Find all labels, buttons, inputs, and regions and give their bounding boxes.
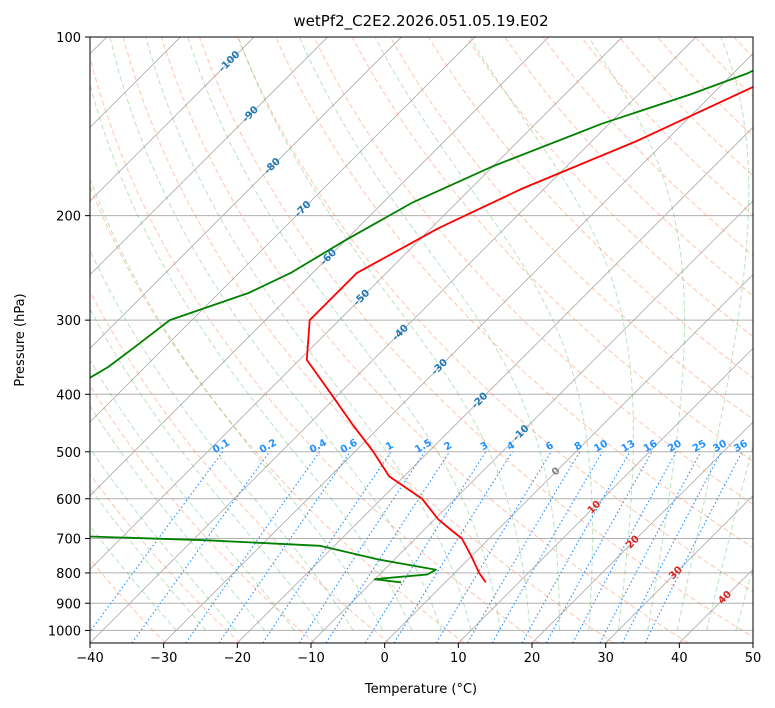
dry-adiabat-line <box>90 473 241 643</box>
dry-adiabat-line <box>122 37 614 643</box>
x-tick-label: 10 <box>450 651 467 666</box>
y-tick-label: 100 <box>56 31 81 46</box>
y-tick-label: 500 <box>56 446 81 461</box>
moist-adiabat-line <box>469 37 634 631</box>
moist-adiabat-line <box>145 37 472 631</box>
y-tick-label: 900 <box>56 597 81 612</box>
x-axis: −40 −30 −20 −10 0 10 20 30 40 50 <box>76 643 761 666</box>
x-axis-title: Temperature (°C) <box>364 682 477 697</box>
isotherm-line <box>384 274 753 643</box>
x-tick-label: −10 <box>297 651 324 666</box>
mixing-ratio-line <box>185 451 321 643</box>
isotherm-line <box>605 495 753 643</box>
dry-adiabat-line <box>351 37 753 463</box>
moist-adiabat-line <box>90 177 383 631</box>
moist-adiabat-line <box>90 248 354 631</box>
dry-adiabat-line <box>90 290 390 643</box>
moist-adiabat-line <box>90 82 413 631</box>
moist-adiabat-line <box>588 37 685 631</box>
dry-adiabat-line <box>466 37 753 338</box>
isotherm-line <box>90 37 328 276</box>
moist-adiabat-line <box>676 37 750 631</box>
mixing-ratio-line <box>393 451 513 643</box>
moist-adiabat-line <box>298 37 560 631</box>
isotherm-line <box>90 37 255 202</box>
mixing-ratio-line <box>467 451 581 643</box>
moist-adiabat-line <box>735 565 753 631</box>
mixing-ratio-label: 6 <box>544 440 556 453</box>
y-tick-label: 1000 <box>48 624 81 639</box>
y-tick-label: 600 <box>56 493 81 508</box>
x-tick-label: 50 <box>745 651 762 666</box>
background-lines <box>90 37 753 643</box>
x-tick-label: 0 <box>381 651 389 666</box>
dry-adiabat-line <box>90 185 465 643</box>
isotherm-line <box>163 53 753 643</box>
isotherm-line <box>90 37 402 349</box>
x-tick-label: 20 <box>524 651 541 666</box>
mixing-ratio-line <box>325 451 451 643</box>
moist-adiabat-line <box>374 37 593 631</box>
dry-adiabat-line <box>160 37 689 643</box>
moist-adiabat-line <box>90 307 325 631</box>
mixing-ratio-label: 4 <box>505 440 517 453</box>
mixing-ratio-line <box>364 451 487 643</box>
isotherm-line <box>90 37 697 643</box>
plot-frame <box>89 36 754 644</box>
y-tick-label: 300 <box>56 314 81 329</box>
y-axis: 100 200 300 400 500 600 700 800 900 1000 <box>48 31 90 639</box>
isotherm-line <box>90 37 549 497</box>
mixing-ratio-line <box>545 451 653 643</box>
mixing-ratio-label: 2 <box>443 440 455 453</box>
chart-title: wetPf2_C2E2.2026.051.05.19.E02 <box>293 12 548 31</box>
mixing-ratio-line <box>521 451 631 643</box>
mixing-ratio-lines <box>90 451 743 643</box>
y-tick-label: 700 <box>56 533 81 548</box>
moist-adiabat-line <box>706 443 753 631</box>
x-tick-label: −30 <box>150 651 177 666</box>
temperature-line <box>305 86 753 583</box>
dry-adiabat-line <box>90 55 540 643</box>
dry-adiabat-line <box>90 384 316 643</box>
isotherm-line <box>310 200 753 643</box>
moist-adiabat-line <box>187 37 501 631</box>
profile-lines <box>90 69 753 584</box>
dry-adiabat-line <box>504 37 753 297</box>
mixing-ratio-line <box>572 451 677 643</box>
y-tick-label: 400 <box>56 388 81 403</box>
x-tick-label: 40 <box>671 651 688 666</box>
mixing-ratio-label: 8 <box>573 440 585 453</box>
isotherm-line <box>237 126 753 643</box>
x-tick-label: −20 <box>224 651 251 666</box>
dry-adiabat-line <box>275 37 753 549</box>
y-tick-label: 800 <box>56 567 81 582</box>
mixing-ratio-line <box>435 451 552 643</box>
x-tick-label: −40 <box>76 651 103 666</box>
y-axis-title: Pressure (hPa) <box>13 293 28 386</box>
dry-adiabat-line <box>427 37 753 379</box>
y-tick-label: 200 <box>56 210 81 225</box>
dry-adiabat-line <box>237 37 753 593</box>
x-tick-label: 30 <box>597 651 614 666</box>
mixing-ratio-line <box>131 451 271 643</box>
isotherm-line <box>458 347 753 643</box>
dry-adiabat-line <box>313 37 753 505</box>
isotherm-line <box>531 421 753 643</box>
moist-adiabat-line <box>109 37 442 631</box>
mixing-ratio-label: 3 <box>479 440 491 453</box>
dewpoint-line <box>90 69 753 584</box>
mixing-ratio-line <box>491 451 603 643</box>
isotherm-line <box>90 37 623 570</box>
moist-adiabat-line <box>237 37 531 631</box>
dry-adiabat-line <box>580 37 753 216</box>
mixing-ratio-label: 1 <box>384 440 396 453</box>
isotherm-line <box>90 37 476 423</box>
mixing-ratio-line <box>218 451 351 643</box>
